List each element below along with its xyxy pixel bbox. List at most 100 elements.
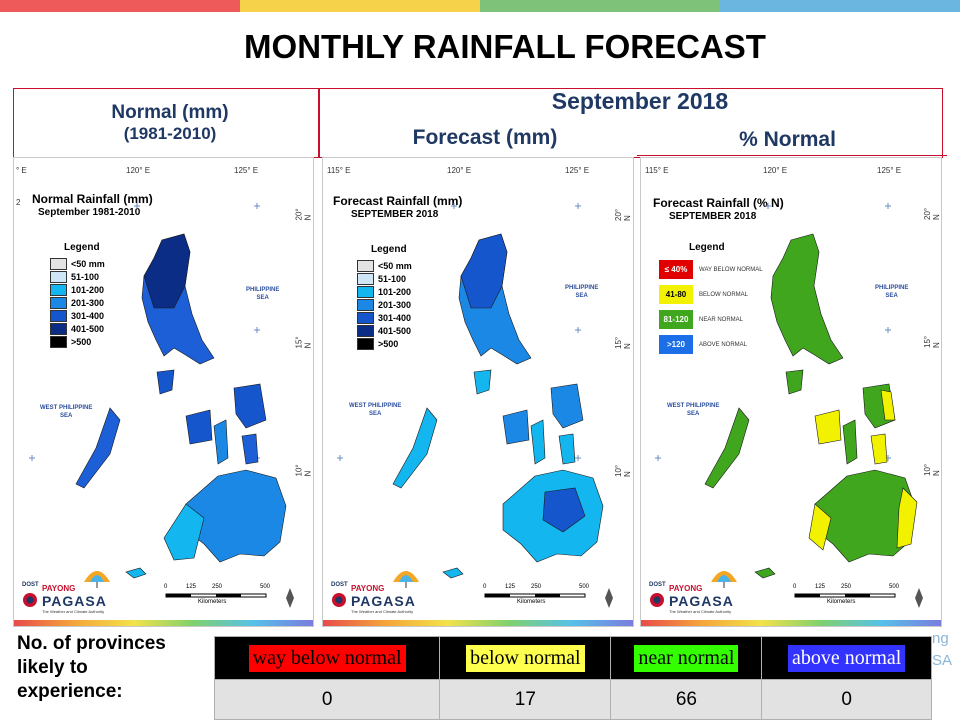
- sulu-islands: [442, 567, 464, 579]
- sea-label-philippine: PHILIPPINE SEA: [246, 287, 280, 301]
- category-near-normal: near normal: [634, 644, 739, 672]
- scale-bar: 0 125 250 500 Kilometers: [164, 584, 304, 610]
- legend-row-near: 81-120 NEAR NORMAL: [659, 307, 763, 332]
- count-below-normal: 17: [439, 679, 612, 720]
- mindanao-east: [896, 487, 918, 549]
- luzon-north-dark: [460, 233, 508, 309]
- scale-bar-graphic: [165, 588, 294, 608]
- palawan: [704, 407, 750, 489]
- legend-row-below: 41-80 BELOW NORMAL: [659, 282, 763, 307]
- background-text-fragment: ng: [932, 630, 949, 647]
- panel-title-percent: Forecast Rainfall (% N) SEPTEMBER 2018: [653, 197, 784, 223]
- visayas-panay: [502, 409, 530, 445]
- normal-header-period: (1981-2010): [123, 123, 217, 143]
- legend-percent: Legend ≤ 40% WAY BELOW NORMAL 41-80 BELOW …: [659, 242, 763, 357]
- legend-row: 101-200: [357, 285, 412, 298]
- page-title: MONTHLY RAINFALL FORECAST: [244, 28, 766, 65]
- scale-tick: 250: [212, 584, 223, 590]
- count-way-below-normal: 0: [213, 679, 441, 720]
- panel-title-percent-main: Forecast Rainfall (% N): [653, 196, 784, 210]
- rainbow-strip: [323, 620, 633, 626]
- scale-unit: Kilometers: [827, 599, 856, 605]
- legend-row: 101-200: [50, 283, 105, 296]
- legend-row: 201-300: [357, 298, 412, 311]
- table-row: 0 17 66 0: [213, 679, 932, 720]
- topbar-red: [0, 0, 240, 12]
- scale-tick: 125: [505, 584, 516, 590]
- lon-120-label: 120° E: [126, 166, 151, 175]
- lon-125-label: 125° E: [234, 166, 259, 175]
- philippines-map-forecast: [337, 203, 604, 579]
- legend-row: >500: [50, 335, 105, 348]
- count-above-normal: 0: [761, 679, 932, 720]
- count-near-normal: 66: [610, 679, 763, 720]
- visayas-negros: [530, 419, 546, 465]
- mindoro: [156, 369, 175, 395]
- philippines-map-normal: [29, 203, 287, 579]
- scale-tick: 125: [186, 584, 197, 590]
- legend-title: Legend: [64, 242, 100, 253]
- map-panel-forecast: 115° E 120° E 125° E 20° N 15° N 10° N F…: [322, 157, 634, 627]
- visayas-leyte: [870, 433, 888, 465]
- umbrella-icon: [711, 571, 737, 588]
- pagasa-logo: DOST PAYONG PAGASA The Weather and Clima…: [20, 566, 120, 618]
- legend-row: 401-500: [357, 324, 412, 337]
- sulu-islands: [754, 567, 776, 579]
- header-divider-line: [637, 155, 947, 156]
- panel-title-forecast: Forecast Rainfall (mm) SEPTEMBER 2018: [333, 195, 462, 221]
- panel-title-forecast-main: Forecast Rainfall (mm): [333, 194, 463, 208]
- legend-forecast: Legend <50 mm 51-100 101-200 201-300 301…: [357, 244, 412, 350]
- visayas-samar-east: [880, 389, 896, 421]
- legend-row: >500: [357, 337, 412, 350]
- table-header-cell: way below normal: [213, 636, 441, 680]
- month-header: September 2018: [551, 88, 729, 114]
- legend-row: 51-100: [50, 270, 105, 283]
- legend-row: <50 mm: [50, 257, 105, 270]
- sea-label-west-philippine: WEST PHILIPPINE SEA: [40, 405, 93, 419]
- legend-row-way-below: ≤ 40% WAY BELOW NORMAL: [659, 257, 763, 282]
- mindanao: [185, 469, 287, 563]
- scale-tick: 500: [579, 584, 590, 590]
- visayas-negros: [213, 419, 229, 465]
- scale-tick: 125: [815, 584, 826, 590]
- topbar-blue: [720, 0, 960, 12]
- umbrella-icon: [393, 571, 419, 588]
- scale-tick: 250: [531, 584, 542, 590]
- lon-120-label: 120° E: [447, 166, 472, 175]
- pagasa-mark-icon: [650, 593, 664, 607]
- sea-label-philippine: PHILIPPINE SEA: [565, 285, 599, 299]
- umbrella-icon: [84, 571, 110, 588]
- sea-label-west-philippine: WEST PHILIPPINE SEA: [349, 403, 402, 417]
- luzon-north-dark: [143, 233, 191, 309]
- pagasa-mark-icon: [332, 593, 346, 607]
- scale-bar-graphic: [794, 588, 923, 608]
- scale-bar-graphic: [484, 588, 613, 608]
- scale-tick: 500: [260, 584, 271, 590]
- scale-tick: 0: [793, 584, 797, 590]
- mindanao-sw: [163, 503, 205, 561]
- topbar-green: [480, 0, 720, 12]
- table-header-cell: above normal: [761, 636, 932, 680]
- scale-bar: 0 125 250 500 Kilometers: [793, 584, 933, 610]
- rainbow-strip: [641, 620, 941, 626]
- visayas-panay: [814, 409, 842, 445]
- legend-row: 51-100: [357, 272, 412, 285]
- mindanao-center: [542, 487, 586, 533]
- mindoro: [473, 369, 492, 395]
- table-header-cell: near normal: [610, 636, 763, 680]
- scale-tick: 500: [889, 584, 900, 590]
- summary-question: No. of provinces likely to experience:: [17, 633, 166, 702]
- lon-125-label: 125° E: [877, 166, 902, 175]
- legend-row: 401-500: [50, 322, 105, 335]
- lon-125-label: 125° E: [565, 166, 590, 175]
- panel-title-normal-main: Normal Rainfall (mm): [32, 192, 153, 206]
- map-panel-normal: ° E 120° E 125° E 20° N 15° N 10° N 2 No…: [13, 157, 314, 627]
- category-below-normal: below normal: [466, 644, 585, 672]
- visayas-leyte: [241, 433, 259, 465]
- scale-tick: 0: [164, 584, 168, 590]
- table-header-cell: below normal: [439, 636, 612, 680]
- visayas-leyte: [558, 433, 576, 465]
- panel-title-normal: Normal Rainfall (mm) September 1981-2010: [32, 193, 153, 219]
- scale-unit: Kilometers: [517, 599, 546, 605]
- mindanao: [814, 469, 916, 563]
